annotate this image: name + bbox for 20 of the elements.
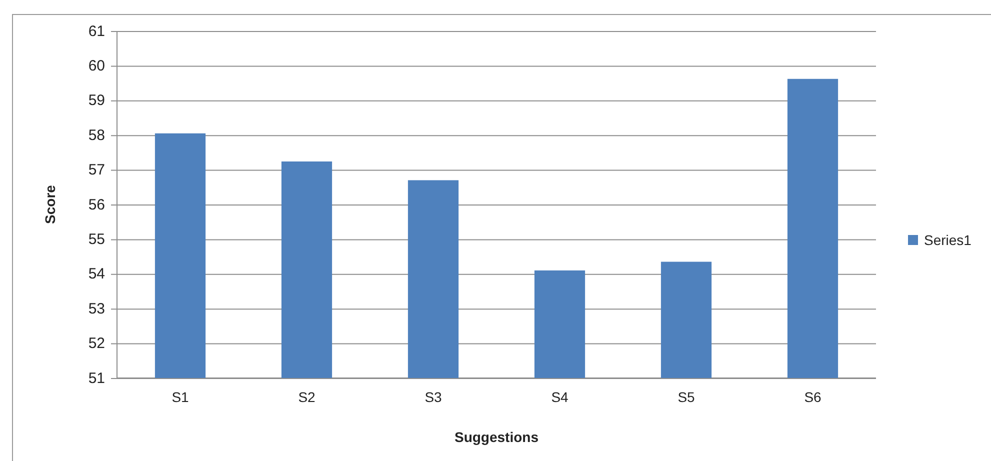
y-tick-label: 54 [88, 266, 105, 283]
y-tick-label: 53 [88, 300, 105, 318]
y-axis-title: Score [42, 184, 58, 224]
y-tick-label: 61 [88, 22, 105, 40]
y-tick-label: 58 [88, 126, 105, 144]
x-axis-title: Suggestions [454, 429, 539, 445]
x-tick-label: S1 [172, 388, 190, 405]
y-tick-label: 52 [88, 335, 105, 352]
x-tick-label: S3 [424, 388, 442, 405]
x-tick-label: S5 [678, 388, 696, 405]
y-tick-label: 55 [88, 231, 105, 248]
y-tick-label: 51 [88, 370, 105, 387]
x-tick-label: S4 [551, 388, 569, 405]
legend-label: Series1 [924, 232, 972, 248]
y-tick-label: 60 [88, 58, 105, 74]
y-tick-label: 57 [88, 162, 105, 179]
y-tick-label: 59 [88, 92, 105, 110]
x-tick-label: S6 [804, 388, 822, 405]
y-tick-label: 56 [88, 196, 105, 214]
x-tick-label: S2 [298, 388, 316, 405]
